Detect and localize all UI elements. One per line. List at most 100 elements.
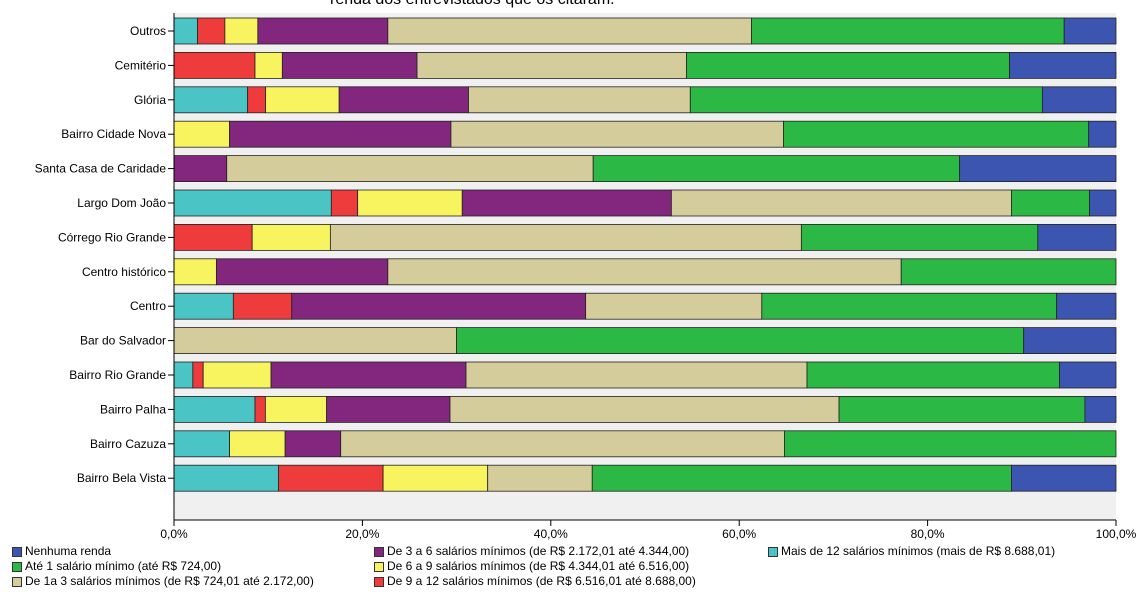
bar-segment [278, 464, 384, 492]
bar-segment [800, 223, 1039, 251]
bar-segment [254, 52, 283, 79]
bar-segment [257, 17, 389, 45]
category-label: Bairro Rio Grande [69, 368, 166, 382]
bar-segment [357, 189, 463, 217]
bar-segment [264, 395, 328, 423]
x-tick-label: 20,0% [345, 527, 379, 541]
bar-segment [330, 189, 359, 217]
legend-item: Mais de 12 salários mínimos (mais de R$ … [768, 544, 1055, 559]
legend-label: De 1a 3 salários mínimos (de R$ 724,01 a… [25, 574, 314, 588]
bar-segment [456, 327, 1025, 355]
bars-layer [173, 17, 1117, 492]
bar-segment [229, 120, 452, 148]
bar-segment [340, 430, 785, 458]
category-label: Santa Casa de Caridade [35, 162, 167, 176]
bar-segment [585, 292, 763, 320]
bar-segment [281, 52, 418, 79]
bar-segment [592, 155, 961, 183]
bar-segment [1041, 86, 1117, 114]
category-labels: Outros Cemitério Glória Bairro Cidade Nova S… [35, 24, 174, 485]
bar-segment [806, 361, 1060, 389]
bar-segment [670, 189, 1012, 217]
bar-segment [202, 361, 272, 389]
bar-segment [686, 52, 1010, 79]
bar-segment [487, 464, 593, 492]
bar-segment [468, 86, 691, 114]
bar-segment [461, 189, 672, 217]
bar-segment [265, 86, 340, 114]
bar-segment [173, 17, 198, 45]
category-label: Centro histórico [82, 265, 166, 279]
legend-swatch [374, 546, 384, 557]
category-label: Córrego Rio Grande [58, 230, 166, 244]
category-label: Largo Dom João [77, 196, 166, 210]
bar-segment [1089, 189, 1117, 217]
bar-segment [591, 464, 1012, 492]
x-tick-label: 40,0% [534, 527, 568, 541]
bar-segment [1009, 52, 1117, 79]
bar-segment [1037, 223, 1117, 251]
bar-segment [173, 327, 458, 355]
bar-segment [416, 52, 687, 79]
bar-segment [291, 292, 587, 320]
bar-segment [1011, 189, 1091, 217]
bar-segment [254, 395, 266, 423]
bar-segment [959, 155, 1117, 183]
bar-segment [387, 258, 902, 286]
bar-segment [173, 395, 256, 423]
bar-segment [783, 120, 1090, 148]
bar-segment [173, 430, 230, 458]
bar-segment [215, 258, 389, 286]
legend-label: Mais de 12 salários mínimos (mais de R$ … [781, 544, 1056, 558]
category-label: Centro [130, 299, 166, 313]
bar-segment [1084, 395, 1117, 423]
bar-segment [689, 86, 1043, 114]
bar-segment [1088, 120, 1117, 148]
bar-segment [326, 395, 451, 423]
bar-segment [382, 464, 489, 492]
legend-swatch [12, 576, 22, 587]
legend-swatch [12, 561, 22, 572]
legend-item: Nenhuma renda [12, 544, 111, 559]
bar-segment [226, 155, 594, 183]
stacked-bar-chart: Outros Cemitério Glória Bairro Cidade Nova S… [35, 13, 1137, 541]
bar-segment [284, 430, 342, 458]
bar-segment [251, 223, 331, 251]
bar-segment [173, 464, 279, 492]
bar-segment [900, 258, 1117, 286]
bar-segment [784, 430, 1117, 458]
x-axis-ticks: 0,0% 20,0% 40,0% 60,0% 80,0% 100,0% [160, 520, 1137, 541]
bar-segment [173, 223, 253, 251]
legend-swatch [12, 546, 22, 557]
x-tick-label: 100,0% [1096, 527, 1137, 541]
bar-segment [1063, 17, 1117, 45]
legend-item: De 1a 3 salários mínimos (de R$ 724,01 a… [12, 574, 314, 589]
bar-segment [449, 395, 840, 423]
legend-item: Até 1 salário mínimo (até R$ 724,00) [12, 559, 221, 574]
bar-segment [838, 395, 1086, 423]
bar-segment [232, 292, 293, 320]
bar-segment [173, 189, 332, 217]
bar-segment [1056, 292, 1117, 320]
bar-segment [387, 17, 752, 45]
bar-segment [329, 223, 802, 251]
bar-segment [1059, 361, 1117, 389]
legend-item: De 9 a 12 salários mínimos (de R$ 6.516,… [374, 574, 696, 589]
bar-segment [173, 258, 217, 286]
x-tick-label: 80,0% [911, 527, 945, 541]
bar-segment [1011, 464, 1117, 492]
legend-label: Nenhuma renda [25, 544, 112, 558]
bar-segment [173, 120, 230, 148]
bar-segment [173, 86, 249, 114]
category-label: Bairro Cazuza [90, 437, 166, 451]
bar-segment [761, 292, 1058, 320]
legend-label: De 3 a 6 salários mínimos (de R$ 2.172,0… [387, 544, 690, 558]
category-label: Bairro Cidade Nova [61, 127, 166, 141]
category-label: Outros [130, 24, 166, 38]
category-label: Bairro Bela Vista [77, 471, 166, 485]
bar-segment [197, 17, 226, 45]
bar-segment [224, 17, 259, 45]
category-label: Bairro Palha [100, 402, 166, 416]
legend-label: Até 1 salário mínimo (até R$ 724,00) [25, 559, 222, 573]
legend-swatch [374, 576, 384, 587]
